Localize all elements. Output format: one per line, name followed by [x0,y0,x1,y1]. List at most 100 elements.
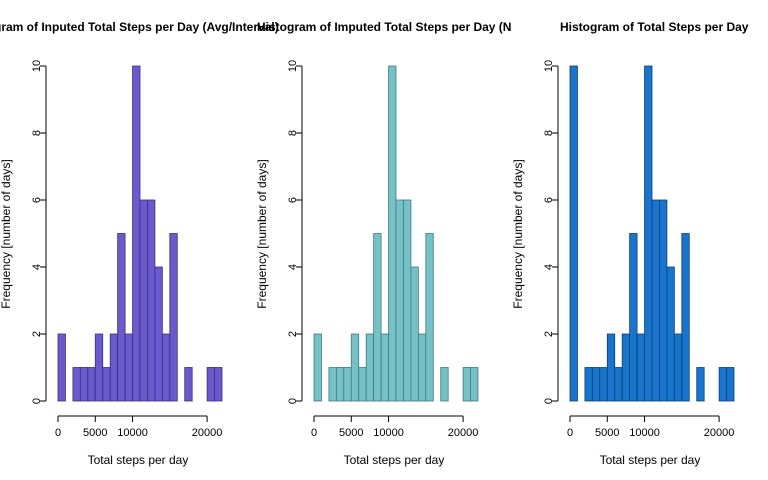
histogram-bar [373,233,382,402]
x-tick-label: 20000 [192,427,223,439]
y-tick-label: 2 [543,331,555,337]
histogram-bar [214,367,223,402]
histogram-bar [606,333,616,402]
histogram-bar [109,333,119,402]
x-tick-label: 0 [55,427,61,439]
histogram-bar [313,333,322,402]
histogram-bar [169,233,178,402]
histogram-bar [629,233,638,402]
y-tick-label: 8 [287,130,299,136]
y-axis-label: Frequency [number of days] [0,159,13,308]
bars [569,65,735,402]
y-tick-label: 10 [287,60,299,72]
histogram-bar [102,367,111,402]
histogram-bar [569,65,578,402]
y-axis: 0 2 4 6 8 10 [543,60,559,404]
histogram-bar [343,367,352,402]
histogram-bar [417,333,427,402]
y-tick-label: 0 [31,398,43,404]
histogram-bar [87,367,96,402]
histogram-bar [72,367,81,402]
panel-1: 0 2 4 6 8 10 0 5000 10000 20000 Total steps per da… [0,20,279,467]
histogram-bar [161,333,171,402]
histogram-bar [651,199,660,402]
histogram-bar [636,333,645,402]
histogram-bar [335,367,345,402]
histogram-bar [380,333,389,402]
histogram-bar [94,333,104,402]
y-tick-label: 0 [543,398,555,404]
histogram-bar [599,367,608,402]
chart-title: Histogram of Imputed Total Steps per Day… [257,20,588,34]
histogram-bar [388,65,397,402]
y-tick-label: 4 [543,264,555,270]
histogram-bar [462,367,471,402]
histogram-bar [57,333,66,402]
y-tick-label: 4 [287,264,299,270]
histogram-bar [365,333,375,402]
x-axis: 0 5000 10000 20000 [55,415,223,439]
y-tick-label: 6 [287,197,299,203]
y-tick-label: 0 [287,398,299,404]
histogram-bar [124,333,133,402]
y-tick-label: 10 [31,60,43,72]
histogram-bar [132,65,141,402]
y-tick-label: 2 [31,331,43,337]
histogram-bar [350,333,360,402]
y-tick-label: 4 [31,264,43,270]
histogram-bar [673,333,683,402]
histogram-bar [206,367,215,402]
histogram-bar [147,199,156,402]
y-tick-label: 6 [543,197,555,203]
y-axis: 0 2 4 6 8 10 [287,60,303,404]
y-tick-label: 8 [31,130,43,136]
chart-title: Histogram of Total Steps per Day [560,20,749,34]
histogram-bar [584,367,593,402]
bars [313,65,479,402]
histogram-bar [395,199,404,402]
x-axis-label: Total steps per day [600,453,701,467]
y-axis-label: Frequency [number of days] [511,159,525,308]
x-tick-label: 20000 [704,427,735,439]
y-tick-label: 10 [543,60,555,72]
histogram-bar [328,367,337,402]
chart-title: Histogram of Inputed Total Steps per Day… [0,20,279,34]
histogram-bar [425,233,434,402]
bars [57,65,223,402]
x-tick-label: 5000 [339,427,363,439]
x-tick-label: 10000 [373,427,404,439]
x-tick-label: 10000 [117,427,148,439]
panel-2: 0 2 4 6 8 10 0 5000 10000 20000 Total steps per da… [255,20,588,467]
x-tick-label: 5000 [83,427,107,439]
histogram-bar [666,266,675,402]
histogram-bar [358,367,367,402]
histogram-bar [410,266,419,402]
histogram-bar [696,367,705,402]
histogram-bar [117,233,126,402]
histogram-bar [79,367,89,402]
y-tick-label: 2 [287,331,299,337]
x-axis: 0 5000 10000 20000 [311,415,479,439]
histogram-bar [591,367,601,402]
x-tick-label: 5000 [595,427,619,439]
histogram-bar [726,367,735,402]
histogram-bar [154,266,163,402]
histogram-bar [644,65,653,402]
y-axis-label: Frequency [number of days] [255,159,269,308]
y-axis: 0 2 4 6 8 10 [31,60,47,404]
histogram-bar [470,367,479,402]
histogram-bar [659,199,668,402]
x-tick-label: 0 [567,427,573,439]
x-axis: 0 5000 10000 20000 [567,415,735,439]
histogram-bar [614,367,623,402]
histogram-bar [184,367,193,402]
x-tick-label: 20000 [448,427,479,439]
histogram-bar [139,199,148,402]
x-tick-label: 10000 [629,427,660,439]
panel-3: 0 2 4 6 8 10 0 5000 10000 20000 Total steps per da… [511,20,749,467]
x-tick-label: 0 [311,427,317,439]
histogram-bar [718,367,727,402]
histogram-bar [440,367,449,402]
histogram-bar [681,233,690,402]
